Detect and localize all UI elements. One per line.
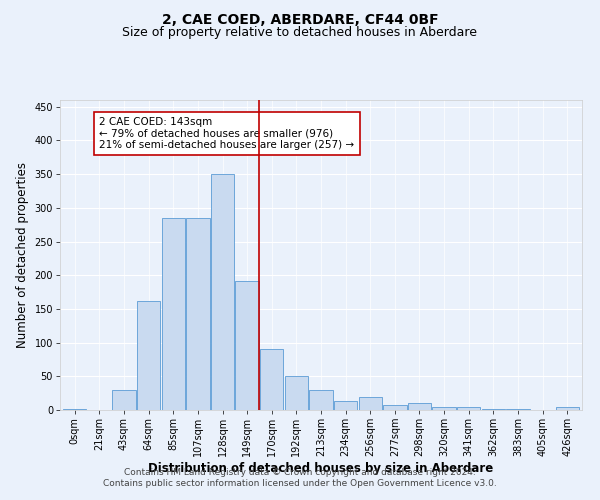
Bar: [408, 404, 431, 410]
Bar: [63, 408, 86, 410]
Bar: [433, 408, 456, 410]
Bar: [506, 408, 530, 410]
Bar: [359, 397, 382, 410]
Bar: [334, 400, 358, 410]
Bar: [457, 406, 481, 410]
Text: Contains HM Land Registry data © Crown copyright and database right 2024.
Contai: Contains HM Land Registry data © Crown c…: [103, 468, 497, 487]
Bar: [482, 408, 505, 410]
Y-axis label: Number of detached properties: Number of detached properties: [16, 162, 29, 348]
Bar: [556, 408, 579, 410]
Bar: [161, 218, 185, 410]
Bar: [137, 301, 160, 410]
Bar: [260, 350, 283, 410]
Bar: [310, 390, 332, 410]
Text: Size of property relative to detached houses in Aberdare: Size of property relative to detached ho…: [122, 26, 478, 39]
X-axis label: Distribution of detached houses by size in Aberdare: Distribution of detached houses by size …: [148, 462, 494, 475]
Bar: [235, 280, 259, 410]
Bar: [284, 376, 308, 410]
Text: 2 CAE COED: 143sqm
← 79% of detached houses are smaller (976)
21% of semi-detach: 2 CAE COED: 143sqm ← 79% of detached hou…: [100, 117, 355, 150]
Bar: [211, 174, 234, 410]
Bar: [186, 218, 209, 410]
Bar: [112, 390, 136, 410]
Bar: [383, 404, 407, 410]
Text: 2, CAE COED, ABERDARE, CF44 0BF: 2, CAE COED, ABERDARE, CF44 0BF: [161, 12, 439, 26]
